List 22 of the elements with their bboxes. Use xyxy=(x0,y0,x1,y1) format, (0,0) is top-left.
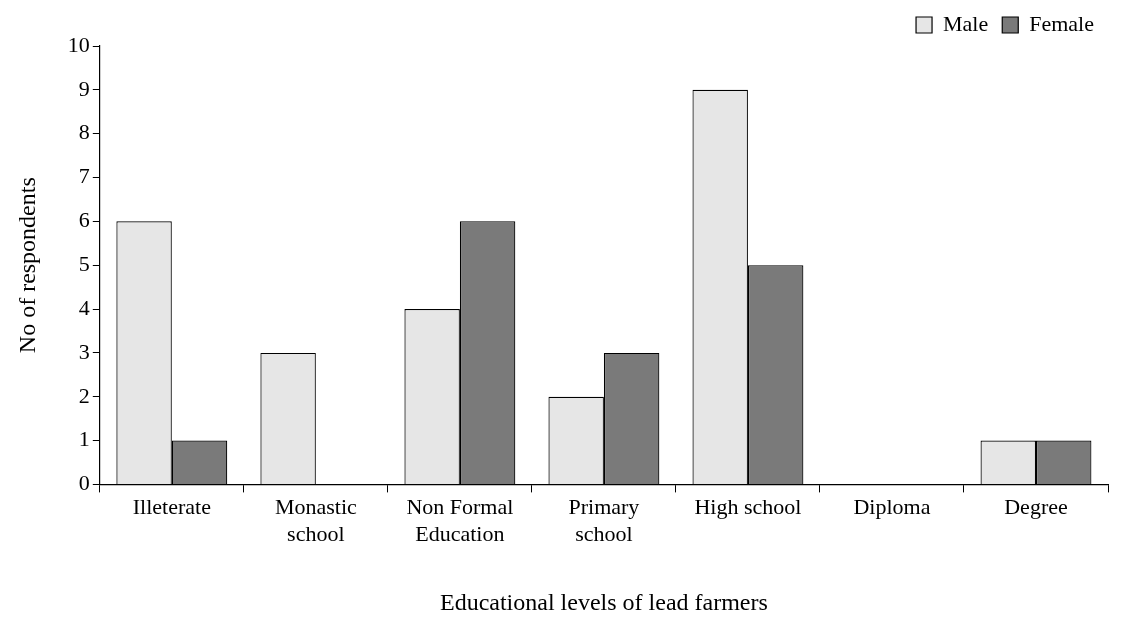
legend-label: Female xyxy=(1029,10,1095,36)
y-tick-label: 5 xyxy=(78,250,90,276)
x-tick-label: Primary school xyxy=(568,494,640,546)
x-tick-label: Non Formal Education xyxy=(406,494,514,546)
y-tick-label: 8 xyxy=(78,119,90,145)
x-tick-label: Illeterate xyxy=(132,494,211,520)
x-tick-label: Monastic school xyxy=(274,494,358,546)
y-tick-label: 0 xyxy=(78,470,90,496)
legend-label: Male xyxy=(943,10,989,36)
y-tick-label: 3 xyxy=(78,338,90,364)
y-tick-label: 9 xyxy=(78,75,90,101)
y-tick-label: 6 xyxy=(78,207,90,233)
y-tick-label: 2 xyxy=(78,382,90,408)
y-tick-label: 7 xyxy=(78,163,90,189)
x-tick-label: Degree xyxy=(1004,494,1068,520)
y-tick-label: 1 xyxy=(78,426,90,452)
y-tick-label: 4 xyxy=(78,294,90,320)
x-tick-label: High school xyxy=(694,494,802,520)
y-tick-label: 10 xyxy=(67,31,90,57)
x-tick-label: Diploma xyxy=(853,494,931,520)
y-axis-title: No of respondents xyxy=(13,177,40,354)
x-axis-title: Educational levels of lead farmers xyxy=(439,588,768,615)
